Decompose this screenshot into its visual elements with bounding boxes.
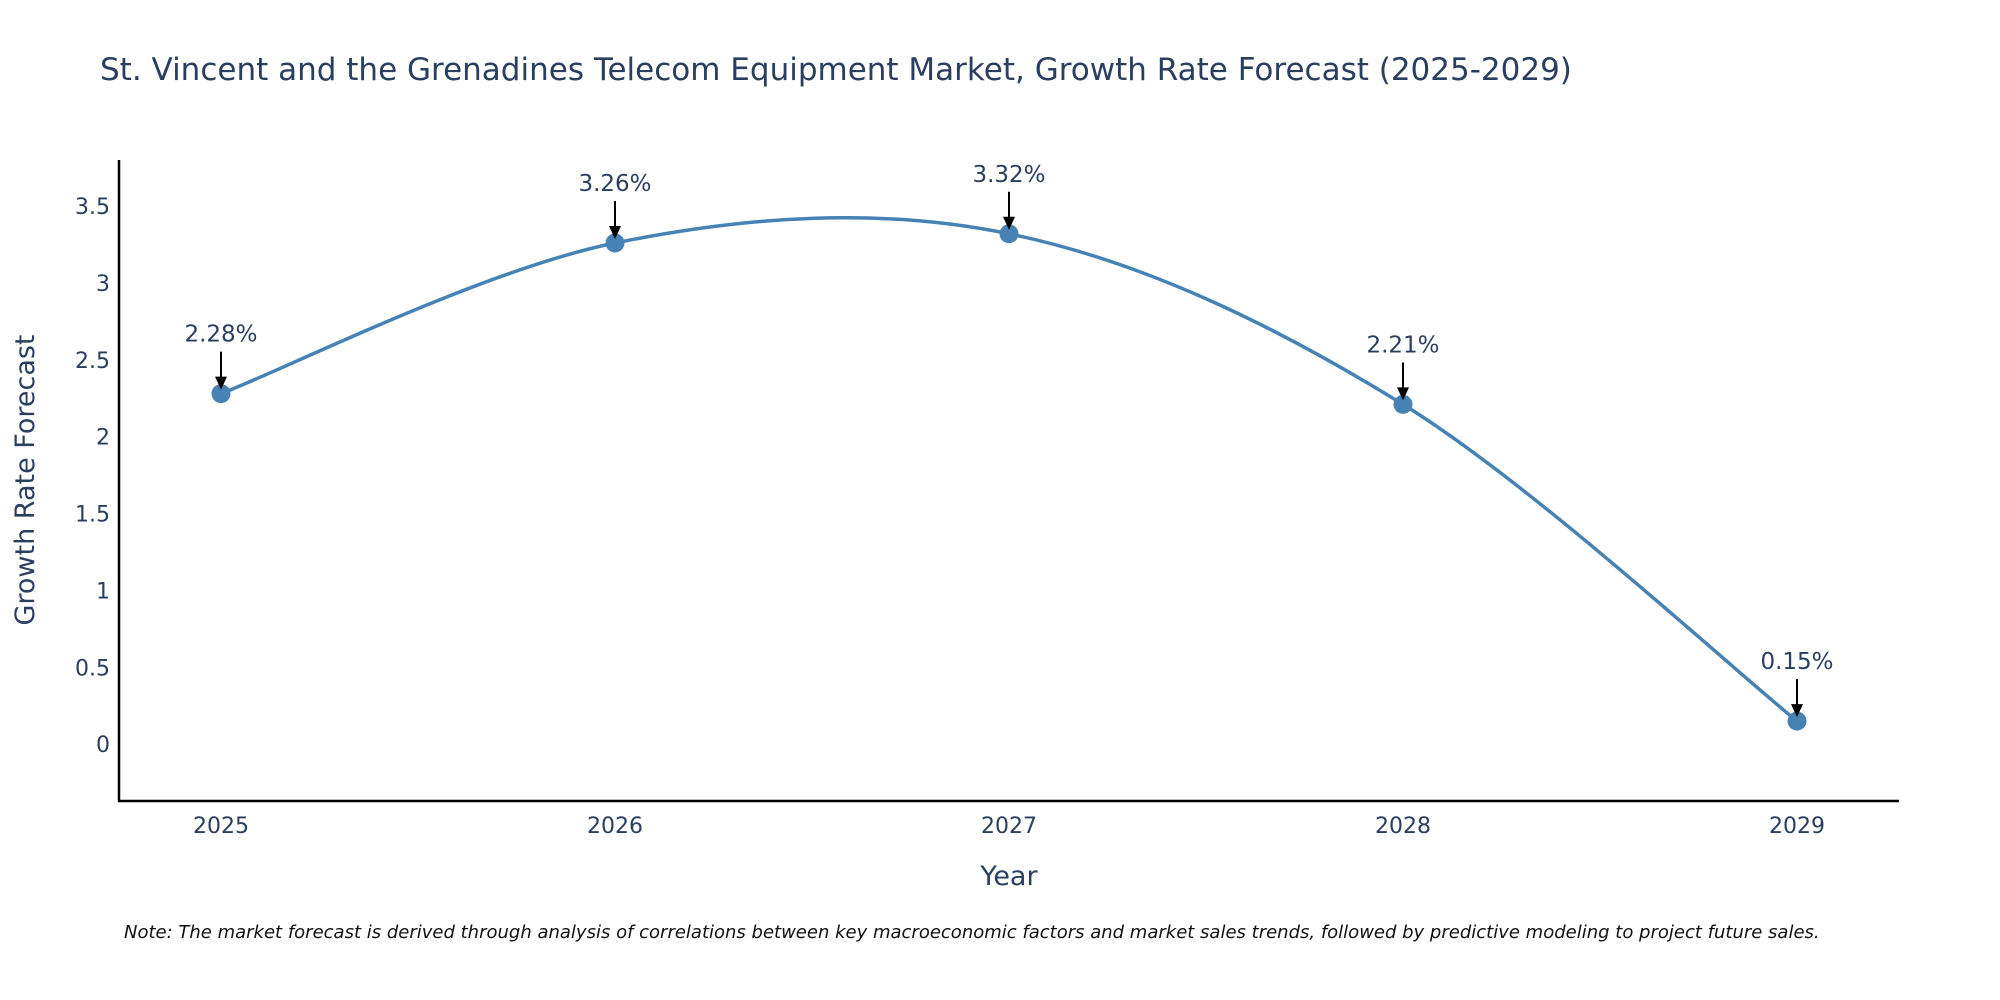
data-label: 3.32% — [972, 162, 1045, 188]
footnote: Note: The market forecast is derived thr… — [124, 922, 1820, 943]
data-point — [211, 384, 231, 404]
annotations-layer: 2.28% 3.26% 3.32% 2.21% 0.15% — [184, 162, 1834, 718]
x-tick-label: 2029 — [1769, 814, 1825, 839]
x-tick-labels: 2025 2026 2027 2028 2029 — [193, 814, 1825, 839]
data-point — [1787, 711, 1807, 731]
y-tick-label: 2.5 — [75, 349, 110, 374]
y-tick-label: 3.5 — [75, 195, 110, 220]
y-tick-label: 1 — [96, 579, 110, 604]
data-point — [605, 233, 625, 253]
y-tick-labels: 0 0.5 1 1.5 2 2.5 3 3.5 — [75, 195, 110, 758]
data-label: 2.28% — [184, 322, 257, 348]
data-point — [999, 224, 1019, 244]
y-tick-label: 0 — [96, 733, 110, 758]
y-tick-label: 1.5 — [75, 503, 110, 528]
x-tick-label: 2028 — [1375, 814, 1431, 839]
x-tick-label: 2027 — [981, 814, 1037, 839]
axes — [117, 160, 1899, 803]
data-label: 2.21% — [1366, 332, 1439, 358]
series-line — [220, 215, 1799, 723]
y-tick-label: 2 — [96, 426, 110, 451]
annotation-arrow-head — [1397, 387, 1409, 401]
data-label: 3.26% — [578, 171, 651, 197]
data-label: 0.15% — [1760, 649, 1833, 675]
x-tick-label: 2025 — [193, 814, 249, 839]
x-axis-title: Year — [979, 861, 1038, 892]
annotation-arrow-head — [215, 376, 227, 390]
annotation-arrow-head — [1003, 216, 1015, 230]
y-axis-title: Growth Rate Forecast — [10, 334, 41, 625]
series-layer — [211, 215, 1807, 731]
y-tick-label: 0.5 — [75, 656, 110, 681]
x-tick-label: 2026 — [587, 814, 643, 839]
data-point — [1393, 394, 1413, 414]
annotation-arrow-head — [609, 226, 621, 240]
annotation-arrow-head — [1791, 704, 1803, 718]
y-tick-label: 3 — [96, 272, 110, 297]
chart-title: St. Vincent and the Grenadines Telecom E… — [100, 52, 1572, 88]
